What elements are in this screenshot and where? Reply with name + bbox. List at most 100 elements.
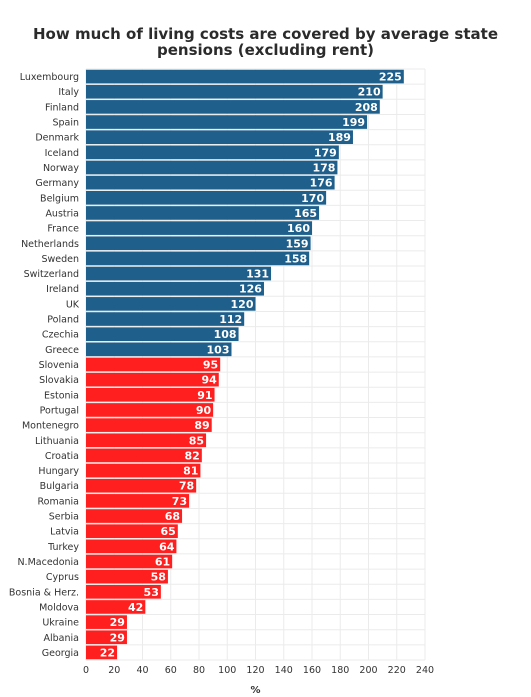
bar-value-label: 126 (239, 283, 262, 296)
bar (86, 190, 327, 205)
bar-value-label: 90 (196, 404, 212, 417)
bar (86, 448, 202, 463)
category-label: Finland (45, 102, 79, 113)
bar-value-label: 64 (159, 540, 175, 553)
category-label: Poland (47, 315, 79, 326)
x-tick-label: 180 (331, 665, 349, 676)
bar (86, 357, 221, 372)
category-label: Lithuania (35, 436, 79, 447)
category-label: Netherlands (21, 239, 79, 250)
category-label: Greece (45, 345, 79, 356)
category-label: Norway (43, 163, 79, 174)
category-label: Slovenia (39, 360, 79, 371)
category-label: Germany (35, 178, 79, 189)
bar (86, 569, 168, 584)
category-labels: Luxembourg Italy Finland Spain Denmark Icelan… (9, 72, 80, 659)
chart-title-line-1: How much of living costs are covered by … (33, 25, 498, 43)
bar (86, 266, 272, 281)
x-tick-label: 160 (303, 665, 321, 676)
bar-value-label: 68 (165, 510, 180, 523)
category-label: Montenegro (22, 421, 79, 432)
bar (86, 69, 404, 84)
bar-value-label: 89 (194, 419, 209, 432)
bar-value-label: 199 (342, 116, 365, 129)
x-tick-label: 100 (218, 665, 236, 676)
bar (86, 115, 368, 129)
bar-value-label: 81 (183, 465, 198, 478)
bar-value-label: 42 (128, 601, 143, 614)
bar-value-label: 85 (189, 434, 204, 447)
bar-value-label: 170 (301, 192, 324, 205)
bar-value-label: 82 (185, 449, 200, 462)
bar-value-label: 95 (203, 359, 218, 372)
bar (86, 509, 183, 523)
category-label: Hungary (38, 466, 79, 477)
bar (86, 433, 207, 448)
bars: 225 210 208 199 189 179 178 176 170 165 160 159 158 1… (86, 69, 404, 660)
bar (86, 100, 380, 114)
x-tick-label: 60 (165, 665, 177, 676)
bar (86, 554, 173, 569)
category-label: Croatia (45, 451, 79, 462)
category-label: Switzerland (24, 269, 79, 280)
bar-value-label: 159 (286, 237, 309, 250)
bar (86, 478, 197, 493)
category-label: Ireland (46, 284, 79, 295)
bar-value-label: 208 (355, 101, 378, 114)
bar-value-label: 29 (110, 616, 125, 629)
bar-value-label: 78 (179, 480, 194, 493)
category-label: UK (66, 299, 80, 310)
bar-value-label: 178 (312, 162, 335, 175)
category-label: Iceland (45, 148, 79, 159)
bar (86, 84, 383, 99)
category-label: Serbia (49, 512, 79, 523)
bar (86, 600, 146, 614)
category-label: Bosnia & Herz. (9, 587, 79, 598)
category-label: Italy (58, 87, 79, 98)
bar (86, 494, 190, 508)
bar-value-label: 103 (207, 343, 230, 356)
bar (86, 342, 232, 357)
x-axis-label: % (250, 685, 260, 696)
bar-value-label: 165 (294, 207, 317, 220)
bar-value-label: 73 (172, 495, 187, 508)
bar-value-label: 94 (201, 374, 217, 387)
bar-value-label: 225 (379, 71, 402, 84)
category-label: Estonia (44, 390, 79, 401)
category-label: Slovakia (39, 375, 79, 386)
category-label: Spain (52, 118, 79, 129)
bar-value-label: 61 (155, 556, 170, 569)
category-label: Czechia (42, 330, 79, 341)
category-label: Portugal (40, 405, 79, 416)
category-label: Romania (37, 496, 79, 507)
bar-value-label: 22 (100, 646, 115, 659)
bar (86, 645, 118, 660)
bar (86, 297, 256, 311)
category-label: Georgia (42, 648, 79, 659)
x-tick-label: 20 (108, 665, 120, 676)
bar (86, 251, 310, 266)
category-label: France (47, 224, 79, 235)
bar (86, 524, 178, 539)
bar-value-label: 131 (246, 268, 269, 281)
category-label: Bulgaria (40, 481, 79, 492)
x-tick-label: 140 (275, 665, 293, 676)
category-label: Austria (45, 208, 79, 219)
category-label: Belgium (40, 193, 79, 204)
bar-value-label: 53 (144, 586, 159, 599)
chart-title-line-2: pensions (excluding rent) (156, 41, 374, 59)
bar-value-label: 158 (284, 252, 307, 265)
bar (86, 418, 212, 432)
bar (86, 615, 127, 629)
chart-title: How much of living costs are covered by … (0, 26, 531, 58)
bar-value-label: 58 (151, 571, 166, 584)
bar-value-label: 160 (287, 222, 310, 235)
x-tick-label: 120 (246, 665, 264, 676)
bar (86, 403, 214, 417)
bar-value-label: 91 (197, 389, 212, 402)
bar-value-label: 29 (110, 631, 125, 644)
bar-value-label: 210 (358, 86, 381, 99)
bar-value-label: 176 (310, 177, 333, 190)
bar (86, 372, 219, 387)
